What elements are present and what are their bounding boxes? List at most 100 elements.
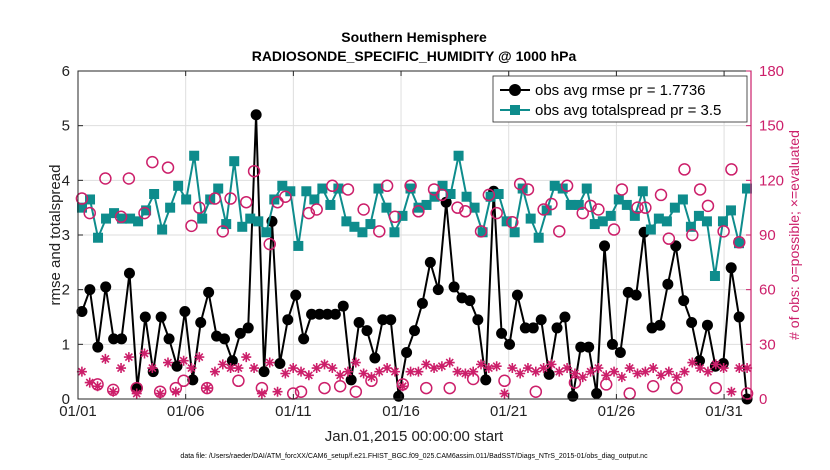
rmse-point — [187, 374, 199, 386]
obs-evaluated-point — [311, 363, 322, 374]
obs-evaluated-point — [718, 363, 729, 374]
obs-possible-point — [646, 379, 660, 393]
obs-evaluated-point — [538, 363, 549, 374]
spread-point — [189, 150, 200, 161]
spread-point — [117, 213, 128, 224]
obs-possible-point — [654, 188, 668, 202]
obs-evaluated-point — [468, 366, 479, 377]
spread-point — [629, 210, 640, 221]
spread-point — [349, 221, 360, 232]
rmse-point — [583, 341, 595, 353]
spread-point — [653, 213, 664, 224]
legend-spread-marker — [510, 105, 520, 115]
obs-evaluated-point — [593, 363, 604, 374]
spread-point — [93, 232, 104, 243]
obs-possible-point — [709, 381, 723, 395]
rmse-point — [218, 333, 230, 345]
obs-possible-point — [412, 205, 425, 218]
obs-evaluated-point — [726, 386, 737, 397]
y-tick-label: 6 — [62, 63, 70, 80]
obs-possible-point — [240, 195, 253, 209]
obs-evaluated-point — [186, 363, 197, 374]
obs-possible-point — [349, 385, 363, 398]
obs-evaluated-point — [476, 359, 487, 370]
obs-possible-point — [326, 179, 339, 193]
obs-evaluated-point — [679, 366, 690, 377]
spread-point — [533, 232, 544, 243]
obs-possible-point — [576, 206, 589, 220]
y2-tick-label: 150 — [759, 118, 784, 135]
obs-evaluated-point — [656, 370, 667, 381]
obs-possible-point — [122, 172, 136, 185]
obs-evaluated-point — [710, 359, 721, 370]
obs-evaluated-point — [202, 383, 213, 394]
rmse-point — [591, 388, 603, 400]
spread-point — [213, 183, 224, 194]
obs-evaluated-point — [663, 366, 674, 377]
spread-point — [245, 213, 256, 224]
obs-evaluated-point — [209, 366, 220, 377]
obs-possible-point — [686, 228, 699, 242]
obs-possible-point — [177, 374, 190, 388]
obs-possible-point — [693, 183, 707, 196]
rmse-point — [100, 281, 112, 293]
spread-point — [645, 224, 656, 235]
obs-evaluated-point — [405, 366, 416, 377]
spread-point — [269, 194, 280, 205]
obs-evaluated-point — [139, 348, 150, 359]
spread-point — [477, 227, 488, 238]
rmse-point — [242, 322, 254, 334]
chart-title: Southern Hemisphere — [341, 29, 487, 45]
legend: obs avg rmse pr = 1.7736 obs avg totalsp… — [492, 75, 748, 123]
obs-possible-point — [138, 206, 151, 220]
legend-box — [492, 75, 748, 123]
obs-evaluated-point — [554, 366, 565, 377]
spread-point — [605, 210, 616, 221]
obs-evaluated-point — [233, 363, 244, 374]
spread-point — [357, 227, 368, 238]
legend-spread-label: obs avg totalspread pr = 3.5 — [535, 102, 721, 119]
obs-evaluated-point — [632, 368, 643, 379]
rmse-point — [179, 306, 191, 318]
rmse-point — [139, 311, 151, 323]
obs-evaluated-point — [225, 363, 236, 374]
obs-possible-point — [631, 201, 644, 214]
obs-evaluated-point — [116, 363, 127, 374]
obs-evaluated-point — [702, 366, 713, 377]
spread-point — [469, 202, 480, 213]
legend-rmse-marker — [509, 84, 521, 96]
rmse-point — [670, 240, 682, 252]
obs-evaluated-point — [194, 352, 205, 363]
spread-point — [725, 205, 736, 216]
obs-possible-point — [114, 210, 128, 224]
spread-point — [389, 227, 400, 238]
obs-possible-point — [529, 385, 543, 398]
obs-evaluated-point — [452, 366, 463, 377]
obs-possible-point — [161, 161, 175, 174]
rmse-point — [535, 314, 547, 326]
obs-evaluated-point — [507, 363, 518, 374]
rmse-point — [353, 316, 365, 328]
rmse-point — [409, 325, 420, 337]
obs-evaluated-point — [256, 388, 267, 399]
spread-point — [341, 216, 352, 227]
obs-evaluated-point — [335, 370, 346, 381]
obs-possible-point — [435, 188, 449, 202]
spread-point — [101, 213, 112, 224]
obs-evaluated-point — [280, 368, 291, 379]
obs-possible-point — [232, 374, 245, 388]
rmse-point — [290, 289, 302, 301]
obs-evaluated-point — [374, 366, 385, 377]
rmse-point — [559, 311, 571, 323]
series-3 — [76, 348, 753, 399]
spread-point — [525, 213, 536, 224]
obs-possible-point — [341, 183, 355, 196]
obs-possible-point — [717, 225, 730, 238]
spread-point — [133, 216, 144, 227]
obs-evaluated-point — [264, 357, 275, 368]
obs-evaluated-point — [522, 363, 533, 374]
rmse-point — [377, 314, 389, 326]
x-tick-label: 01/01 — [59, 403, 97, 420]
obs-evaluated-point — [601, 370, 612, 381]
